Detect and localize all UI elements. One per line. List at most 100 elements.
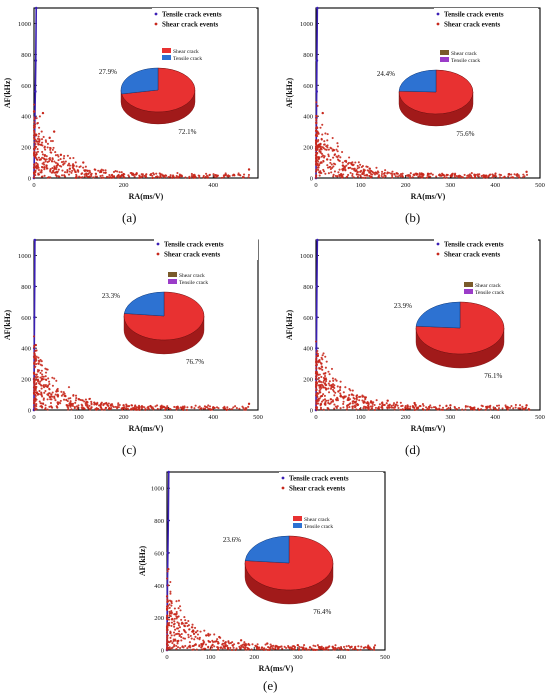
shear-point (63, 174, 66, 177)
pie-legend-swatch-tensile (168, 279, 177, 284)
shear-point (117, 406, 120, 409)
chart-svg-a: 0 200 400 600 800 1000 0 200 400 RA(ms/V) AF(kHz) T… (3, 6, 259, 201)
shear-point (173, 613, 177, 616)
shear-point (130, 404, 133, 407)
legend-label-tensile: Tensile crack events (164, 241, 224, 249)
shear-point (478, 173, 481, 176)
shear-point (213, 633, 216, 636)
shear-point (44, 408, 47, 411)
shear-point (185, 408, 188, 411)
shear-point (393, 406, 396, 409)
shear-point (356, 648, 359, 651)
shear-point (339, 392, 342, 395)
shear-point (388, 406, 391, 409)
shear-point (102, 171, 106, 174)
shear-point (90, 402, 93, 405)
shear-point (473, 173, 476, 176)
shear-point (194, 643, 197, 646)
shear-point (360, 166, 363, 169)
y-tick-label: 600 (303, 315, 313, 322)
shear-point (54, 151, 57, 154)
shear-point (243, 173, 246, 176)
shear-point (116, 407, 119, 410)
shear-point (318, 380, 321, 383)
shear-point (351, 161, 354, 164)
shear-point (72, 164, 75, 167)
y-tick-label: 600 (21, 83, 31, 90)
shear-point (239, 639, 243, 642)
shear-point (81, 172, 84, 175)
pie-legend-label-tensile: Tensile crack (304, 524, 333, 530)
shear-point (208, 405, 212, 408)
shear-point (315, 405, 318, 408)
shear-point (182, 646, 185, 649)
shear-point (364, 646, 367, 649)
shear-point (88, 397, 92, 400)
shear-point (332, 175, 335, 178)
shear-point (96, 401, 99, 404)
shear-point (353, 397, 356, 400)
shear-point (175, 610, 178, 614)
x-tick-label: 300 (446, 414, 456, 421)
shear-point (166, 595, 169, 598)
shear-point (483, 174, 486, 177)
shear-point (34, 359, 37, 362)
shear-point (100, 401, 103, 404)
shear-point (396, 172, 399, 175)
shear-point (33, 103, 36, 106)
shear-point (187, 636, 190, 639)
shear-point (237, 173, 240, 176)
shear-point (41, 156, 44, 159)
shear-point (326, 158, 329, 161)
shear-point (232, 646, 235, 649)
shear-point (154, 405, 157, 408)
shear-point (36, 369, 39, 372)
shear-point (35, 373, 38, 376)
shear-point (36, 375, 39, 378)
shear-point (63, 162, 66, 165)
shear-point (172, 623, 175, 626)
shear-point (137, 407, 140, 410)
shear-point (76, 406, 79, 409)
shear-point (315, 119, 318, 122)
shear-point (247, 405, 250, 408)
shear-point (337, 159, 340, 162)
shear-point (75, 397, 78, 400)
shear-point (361, 394, 364, 397)
shear-point (329, 402, 332, 405)
shear-point (144, 407, 147, 411)
shear-point (394, 175, 397, 178)
shear-point (48, 136, 51, 140)
shear-point (315, 364, 318, 367)
shear-point (89, 408, 92, 411)
shear-point (480, 408, 483, 411)
shear-point (217, 648, 220, 651)
shear-point (62, 160, 65, 163)
shear-point (168, 621, 171, 625)
shear-point (63, 392, 66, 395)
shear-point (159, 407, 162, 410)
shear-point (342, 396, 345, 399)
pie-legend-swatch-tensile (162, 55, 171, 60)
legend-label-shear: Shear crack events (164, 251, 221, 259)
legend-label-tensile: Tensile crack events (162, 11, 222, 19)
shear-point (165, 628, 169, 631)
shear-point (315, 386, 318, 389)
y-tick-label: 1000 (18, 21, 31, 28)
shear-point (393, 408, 396, 411)
shear-point (324, 132, 327, 135)
shear-point (472, 408, 475, 411)
shear-point (318, 397, 321, 400)
y-tick-label: 1000 (18, 253, 31, 260)
shear-point (335, 148, 338, 151)
shear-point (371, 173, 374, 176)
shear-point (369, 405, 372, 408)
shear-point (178, 626, 182, 629)
shear-point (417, 175, 420, 178)
shear-point (84, 398, 87, 401)
shear-point (247, 402, 251, 406)
shear-point (172, 631, 176, 634)
shear-point (409, 407, 412, 410)
shear-point (169, 590, 172, 593)
shear-point (474, 173, 477, 176)
